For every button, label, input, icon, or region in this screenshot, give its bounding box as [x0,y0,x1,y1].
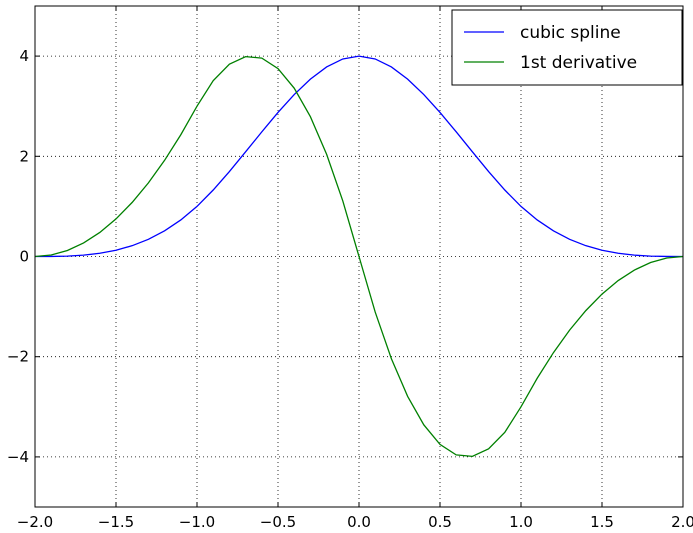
plot-frame [34,5,684,508]
legend-box [451,9,683,86]
x-tick-label: 1.0 [509,513,533,531]
y-tick-label: −2 [7,348,29,366]
x-tick-label: 2.0 [671,513,693,531]
x-tick-label: −1.0 [179,513,215,531]
x-tick-label: −1.5 [98,513,134,531]
x-tick-label: 1.5 [590,513,614,531]
x-tick-label: 0.0 [347,513,371,531]
line-series [34,55,684,458]
y-tick-label: 4 [19,47,29,65]
y-tick-label: −4 [7,448,29,466]
y-tick-label: 0 [19,248,29,266]
y-tick-label: 2 [19,147,29,165]
x-tick-label: −0.5 [260,513,296,531]
legend-label: cubic spline [520,23,621,43]
x-tick-label: 0.5 [428,513,452,531]
legend-label: 1st derivative [520,53,637,73]
x-tick-label: −2.0 [17,513,53,531]
line-series [34,55,684,258]
